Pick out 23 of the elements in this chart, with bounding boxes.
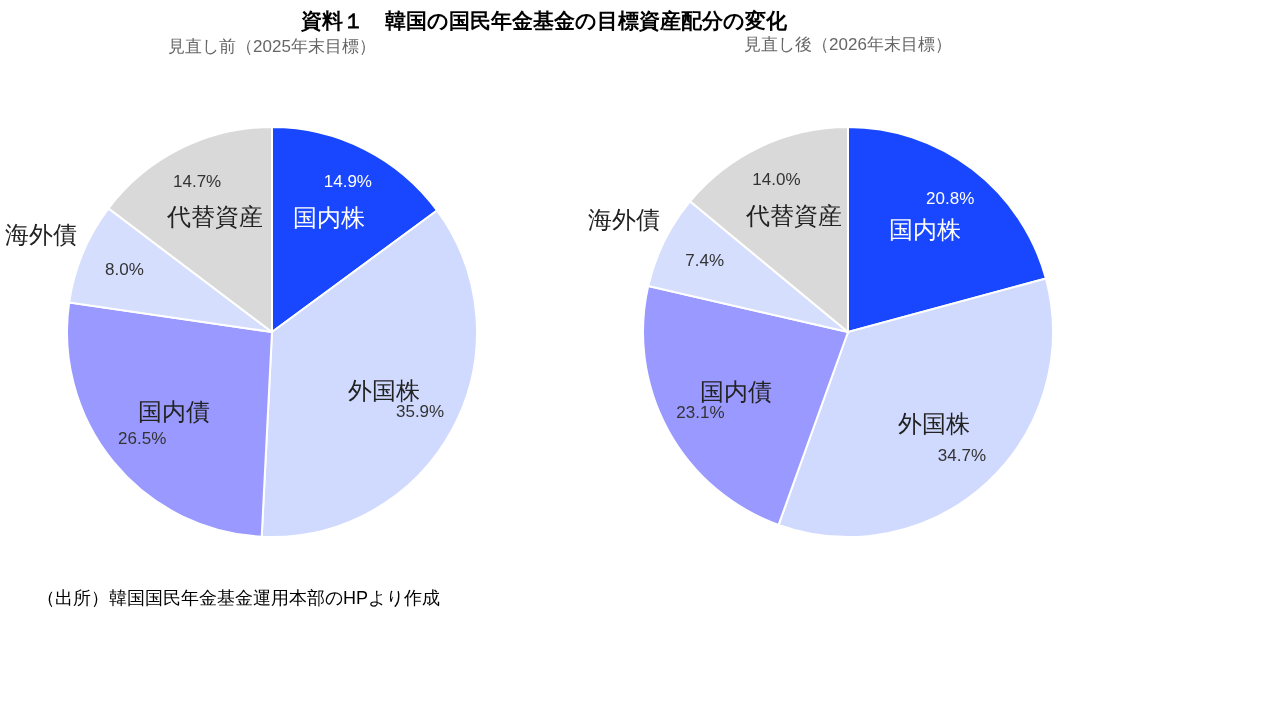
data-label: 7.4% (685, 251, 724, 271)
slice-label: 国内株 (889, 216, 962, 244)
slice-label: 外国株 (898, 410, 971, 438)
slice-label: 海外債 (5, 220, 78, 248)
text: （出所）韓国国民年金基金運用本部のHPより作成 (37, 588, 441, 608)
data-label: 26.5% (118, 428, 167, 448)
data-label: 14.7% (173, 171, 222, 191)
slice-label: 国内債 (700, 377, 773, 405)
slice-label: 代替資産 (744, 202, 842, 229)
data-label: 14.9% (323, 171, 372, 191)
chart-subtitle: 見直し前（2025年末目標） (168, 37, 376, 57)
data-label: 20.8% (926, 188, 975, 208)
slice-label: 国内債 (137, 397, 210, 425)
text: 資料１ 韓国の国民年金基金の目標資産配分の変化 (300, 8, 789, 33)
data-label: 23.1% (676, 402, 725, 422)
slice-label: 代替資産 (166, 203, 264, 231)
chart-subtitle: 見直し後（2026年末目標） (744, 34, 952, 54)
data-label: 8.0% (105, 260, 144, 280)
slice-label: 国内株 (293, 203, 366, 231)
data-label: 34.7% (937, 445, 987, 465)
slice-label: 海外債 (587, 206, 660, 234)
data-label: 14.0% (752, 169, 801, 189)
slice-label: 外国株 (347, 377, 420, 405)
